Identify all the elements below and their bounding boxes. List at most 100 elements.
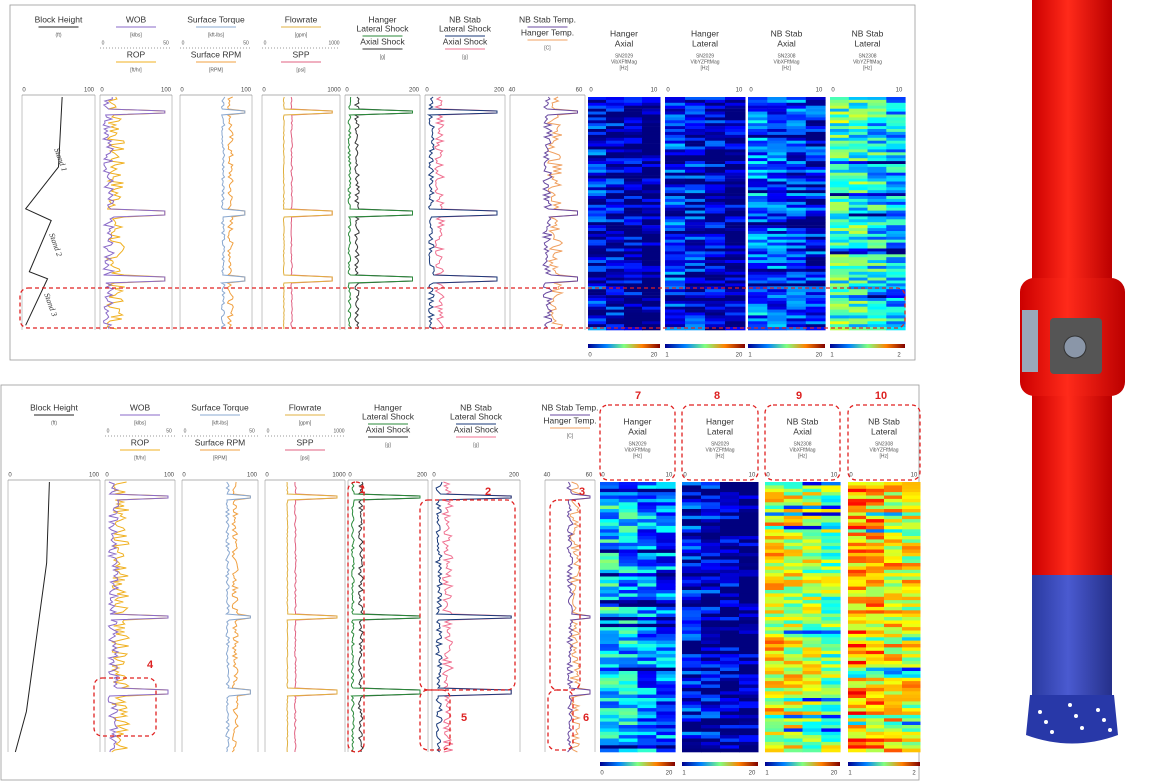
spectrogram-cell	[867, 137, 887, 141]
spectrogram-cell	[783, 498, 804, 503]
spectrogram-cell	[606, 213, 625, 217]
spectrogram-cell	[665, 236, 686, 240]
spectrogram-cell	[725, 327, 746, 331]
spectrogram-cell	[802, 745, 822, 749]
spectrogram-cell	[765, 583, 785, 587]
colorbar-label: 1	[682, 771, 686, 777]
spectrogram-cell	[767, 137, 788, 141]
spectrogram-cell	[606, 216, 625, 220]
spectrogram-cell	[705, 152, 726, 156]
spectrogram-cell	[886, 152, 906, 156]
spectrogram-cell	[685, 134, 706, 139]
spectrogram-cell	[848, 519, 867, 523]
spectrogram-cell	[682, 600, 702, 604]
spectrogram-cell	[886, 120, 906, 124]
spectrogram-cell	[765, 711, 785, 716]
spectrogram-cell	[705, 178, 726, 182]
spectrogram-cell	[783, 694, 804, 699]
spectrogram-cell	[606, 97, 625, 101]
spectrogram-cell	[748, 152, 768, 156]
spectrogram-cell	[848, 268, 869, 272]
spec-subtitle: [Hz]	[633, 453, 643, 459]
spectrogram-cell	[848, 681, 867, 685]
spectrogram-cell	[682, 532, 702, 537]
spectrogram-cell	[725, 207, 746, 211]
spectrogram-cell	[821, 552, 841, 557]
spectrogram-cell	[600, 515, 620, 520]
spectrogram-cell	[725, 239, 746, 243]
spectrogram-cell	[821, 502, 841, 506]
spectrogram-cell	[656, 725, 676, 729]
spectrogram-cell	[830, 271, 850, 275]
spectrogram-cell	[821, 623, 841, 628]
spectrogram-cell	[884, 677, 903, 682]
spectrogram-cell	[665, 292, 686, 296]
spectrogram-cell	[600, 698, 620, 702]
spectrogram-cell	[665, 123, 686, 127]
spectrogram-cell	[786, 327, 807, 331]
spectrogram-cell	[705, 184, 726, 188]
spectrogram-cell	[748, 181, 768, 185]
spectrogram-cell	[902, 498, 921, 503]
spectrogram-cell	[848, 579, 867, 584]
spectrogram-cell	[884, 549, 903, 554]
spectrogram-cell	[665, 265, 686, 270]
track-unit: [klbs]	[130, 32, 142, 38]
track-unit: [g]	[462, 54, 468, 60]
spectrogram-cell	[821, 576, 841, 581]
spectrogram-cell	[739, 654, 759, 658]
spectrogram-cell	[848, 105, 869, 109]
spectrogram-cell	[783, 569, 804, 574]
spectrogram-cell	[848, 280, 869, 284]
spectrogram-cell	[802, 502, 822, 506]
spectrogram-cell	[783, 542, 804, 547]
spectrogram-cell	[624, 242, 643, 246]
spectrogram-cell	[725, 99, 746, 104]
spectrogram-cell	[866, 671, 885, 675]
spectrogram-cell	[786, 251, 807, 255]
axis-label: 0	[849, 473, 853, 479]
spectrogram-cell	[618, 667, 639, 672]
spectrogram-cell	[748, 242, 768, 246]
spectrogram-cell	[685, 263, 706, 267]
spectrogram-cell	[848, 509, 867, 513]
spectrogram-cell	[685, 158, 706, 162]
spectrogram-cell	[665, 210, 686, 214]
spectrogram-cell	[783, 573, 804, 577]
spectrogram-cell	[705, 198, 726, 203]
spectrogram-cell	[786, 181, 807, 185]
spectrogram-cell	[848, 745, 867, 749]
spectrogram-cell	[665, 318, 686, 322]
spec-title: Lateral	[871, 426, 897, 436]
spectrogram-cell	[606, 219, 625, 223]
spectrogram-cell	[656, 532, 676, 537]
spectrogram-cell	[739, 542, 759, 547]
spectrogram-cell	[665, 187, 686, 191]
spectrogram-cell	[665, 312, 686, 316]
spectrogram-cell	[656, 566, 676, 571]
spectrogram-cell	[624, 231, 643, 235]
spectrogram-cell	[767, 152, 788, 156]
track-title: SPP	[296, 437, 313, 447]
spectrogram-cell	[748, 321, 768, 325]
spectrogram-cell	[848, 627, 867, 631]
spectrogram-cell	[705, 143, 726, 147]
spectrogram-cell	[884, 640, 903, 645]
spectrogram-cell	[588, 239, 607, 243]
spectrogram-cell	[618, 725, 639, 729]
spectrogram-cell	[656, 637, 676, 641]
spectrogram-cell	[720, 644, 740, 648]
spectrogram-cell	[805, 187, 826, 191]
spectrogram-cell	[767, 193, 788, 197]
spectrogram-cell	[802, 644, 822, 648]
spectrogram-cell	[588, 198, 607, 203]
spectrogram-cell	[884, 519, 903, 523]
spectrogram-cell	[665, 120, 686, 124]
spectrogram-cell	[588, 219, 607, 223]
spectrogram-cell	[642, 219, 661, 223]
spectrogram-cell	[884, 714, 903, 719]
spectrogram-cell	[720, 725, 740, 729]
spectrogram-cell	[701, 708, 721, 712]
spectrogram-cell	[783, 590, 804, 594]
spectrogram-cell	[830, 231, 850, 235]
